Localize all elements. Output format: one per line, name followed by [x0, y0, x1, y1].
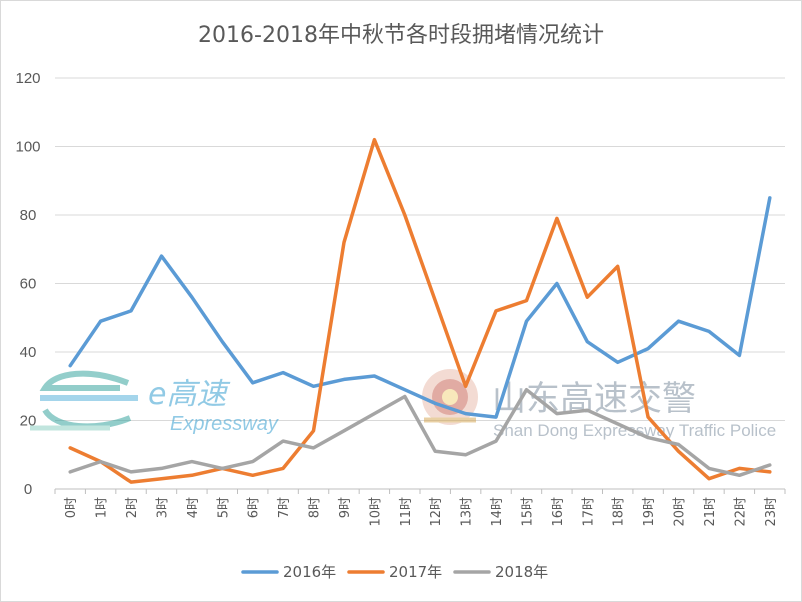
- series-lines: [68, 137, 772, 484]
- legend-label: 2018年: [495, 563, 548, 581]
- y-tick-label: 100: [15, 139, 40, 156]
- series-line-2016年: [68, 196, 772, 419]
- y-tick-label: 120: [15, 70, 40, 87]
- x-tick-label: 17时: [581, 497, 596, 527]
- legend-label: 2017年: [389, 563, 442, 581]
- traffic-police-watermark: 山东高速交警 Shan Dong Expressway Traffic Poli…: [422, 369, 776, 440]
- y-tick-label: 40: [20, 344, 37, 361]
- x-tick-label: 13时: [460, 497, 475, 527]
- legend: 2016年 2017年 2018年: [241, 563, 548, 581]
- x-axis-ticks: 0时 1时 2时 3时 4时 5时 6时 7时 8时 9时 10时 11时 12时 13时 14时 15时 16…: [54, 489, 786, 527]
- x-tick-label: 4时: [186, 497, 201, 518]
- x-tick-label: 23时: [764, 497, 779, 527]
- x-tick-label: 21时: [703, 497, 718, 527]
- x-tick-label: 14时: [490, 497, 505, 527]
- y-tick-label: 80: [20, 207, 37, 224]
- x-tick-label: 0时: [64, 497, 79, 518]
- x-tick-label: 7时: [277, 497, 292, 518]
- x-tick-label: 22时: [733, 497, 748, 527]
- x-tick-label: 16时: [551, 497, 566, 527]
- expressway-watermark-en: Expressway: [170, 413, 279, 435]
- x-tick-label: 3时: [155, 497, 170, 518]
- y-tick-label: 0: [24, 481, 32, 498]
- expressway-swoosh-icon: [30, 370, 138, 431]
- chart-title: 2016-2018年中秋节各时段拥堵情况统计: [198, 23, 604, 48]
- x-tick-label: 8时: [308, 497, 323, 518]
- x-tick-label: 10时: [368, 497, 383, 527]
- x-tick-label: 9时: [338, 497, 353, 518]
- series-line-2018年: [68, 387, 772, 478]
- expressway-watermark-cn: e高速: [148, 377, 230, 412]
- expressway-logo-watermark: e高速 Expressway: [30, 370, 279, 435]
- y-axis-ticks: 0 20 40 60 80 100 120: [15, 70, 40, 498]
- y-tick-label: 20: [20, 413, 37, 430]
- x-tick-label: 20时: [673, 497, 688, 527]
- x-tick-label: 5时: [216, 497, 231, 518]
- legend-label: 2016年: [283, 563, 336, 581]
- x-tick-label: 19时: [642, 497, 657, 527]
- x-tick-label: 15时: [520, 497, 535, 527]
- x-tick-label: 1时: [95, 497, 110, 518]
- series-line-2017年: [68, 137, 772, 484]
- y-tick-label: 60: [20, 276, 37, 293]
- x-tick-label: 18时: [612, 497, 627, 527]
- x-tick-label: 2时: [125, 497, 140, 518]
- x-tick-label: 12时: [429, 497, 444, 527]
- x-tick-label: 6时: [247, 497, 262, 518]
- x-tick-label: 11时: [399, 497, 414, 527]
